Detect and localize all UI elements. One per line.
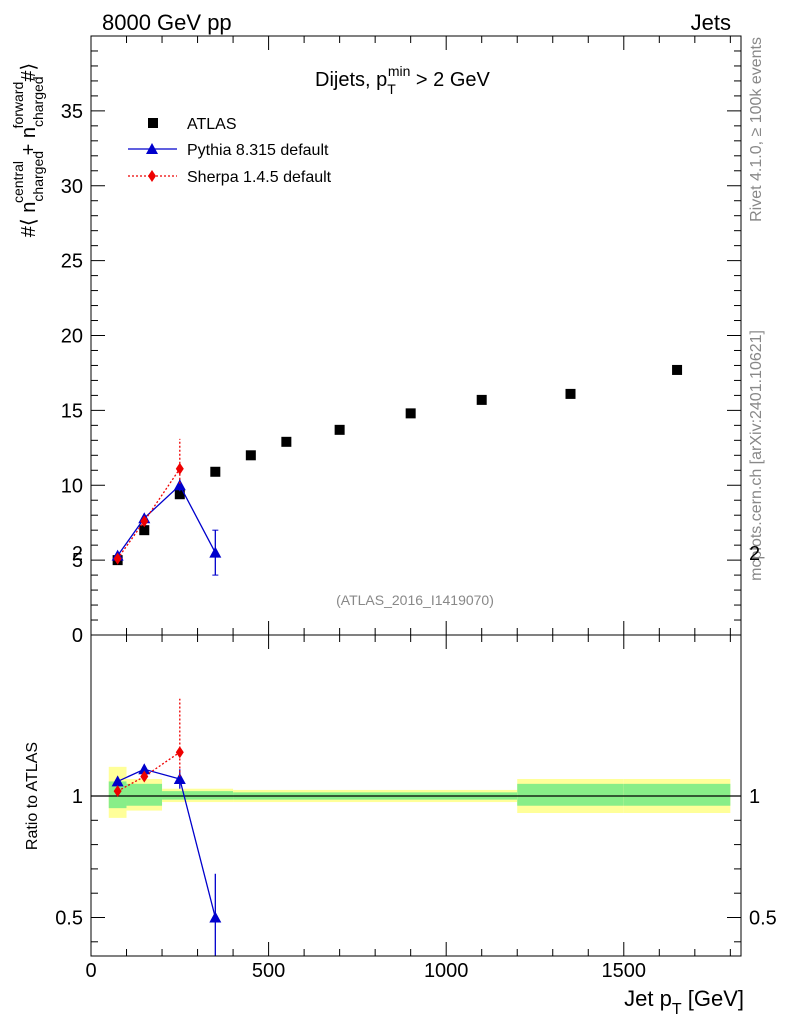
atlas-point — [245, 450, 256, 461]
header-right: Jets — [691, 10, 731, 35]
xtick-label: 0 — [85, 960, 96, 982]
xtick-label: 1500 — [602, 960, 647, 982]
ratio-data-layer — [111, 698, 222, 956]
main-ytick-label: 25 — [61, 251, 83, 273]
ratio-pythia-point — [209, 911, 222, 923]
main-ytick-label: 30 — [61, 176, 83, 198]
ratio-pythia-point — [173, 772, 186, 784]
ratio-ytick-label-right: 0.5 — [749, 908, 777, 930]
ratio-ytick-label-left: 0.5 — [55, 908, 83, 930]
main-y-tick-labels: 0 5 10 15 20 25 30 35 — [61, 101, 83, 647]
ratio-ytick-label-right: 2 — [749, 543, 760, 565]
main-ytick-label: 15 — [61, 400, 83, 422]
ratio-band-inner — [517, 783, 624, 806]
mcplots-label: mcplots.cern.ch [arXiv:2401.10621] — [748, 330, 765, 581]
atlas-point — [174, 489, 185, 500]
main-ytick-label: 5 — [72, 550, 83, 572]
atlas-point — [672, 364, 683, 375]
atlas-point — [281, 436, 292, 447]
atlas-point — [210, 466, 221, 477]
main-axis-ticks — [90, 36, 741, 636]
analysis-watermark: (ATLAS_2016_I1419070) — [336, 592, 494, 608]
ratio-ytick-label-left: 2 — [72, 543, 83, 565]
x-tick-labels: 0 500 1000 1500 — [85, 960, 646, 982]
main-title: Dijets, pTmin > 2 GeV — [315, 63, 491, 97]
ratio-ytick-label-left: 1 — [72, 786, 83, 808]
pythia-point — [173, 479, 186, 491]
main-y-axis-label: #⟨ nchargedcentral + nchargedforward#⟩ — [10, 63, 46, 237]
ratio-ytick-label-right: 1 — [749, 786, 760, 808]
ratio-series-line-0 — [117, 768, 216, 918]
legend-atlas-label: ATLAS — [187, 116, 237, 133]
xtick-label: 1000 — [424, 960, 469, 982]
legend-atlas-marker — [148, 118, 158, 128]
main-data-layer — [111, 364, 683, 576]
main-ytick-label: 35 — [61, 101, 83, 123]
sherpa-point — [140, 515, 149, 528]
ratio-axis-ticks — [90, 635, 741, 956]
main-ytick-label: 10 — [61, 475, 83, 497]
legend-sherpa-label: Sherpa 1.4.5 default — [187, 169, 332, 186]
header-left: 8000 GeV pp — [102, 10, 232, 35]
ratio-sherpa-point — [140, 770, 149, 783]
legend-pythia-marker — [146, 143, 158, 154]
main-ytick-label: 20 — [61, 326, 83, 348]
ratio-bands-layer — [108, 766, 731, 818]
sherpa-point — [175, 462, 184, 475]
legend: ATLAS Pythia 8.315 default Sherpa 1.4.5 … — [128, 116, 332, 186]
ratio-sherpa-point — [175, 746, 184, 759]
main-ytick-label: 0 — [72, 625, 83, 647]
ratio-pythia-point — [111, 775, 124, 787]
legend-sherpa-marker — [148, 170, 156, 182]
ratio-band-inner — [126, 783, 163, 806]
atlas-point — [565, 388, 576, 399]
atlas-point — [476, 394, 487, 405]
x-axis-label: Jet pT [GeV] — [624, 986, 744, 1018]
ratio-y-axis-label: Ratio to ATLAS — [24, 742, 41, 850]
rivet-label: Rivet 4.1.0, ≥ 100k events — [748, 37, 765, 222]
pythia-point — [209, 546, 222, 558]
sherpa-point — [113, 552, 122, 565]
ratio-band-inner — [623, 783, 731, 806]
atlas-point — [139, 525, 150, 536]
legend-pythia-label: Pythia 8.315 default — [187, 142, 329, 159]
ratio-y-tick-labels: 0.5 0.5 1 1 2 2 — [55, 543, 777, 930]
xtick-label: 500 — [252, 960, 285, 982]
series-line-1 — [117, 484, 216, 557]
atlas-point — [334, 424, 345, 435]
atlas-point — [405, 408, 416, 419]
ratio-pythia-point — [138, 763, 151, 775]
ratio-sherpa-point — [113, 785, 122, 798]
